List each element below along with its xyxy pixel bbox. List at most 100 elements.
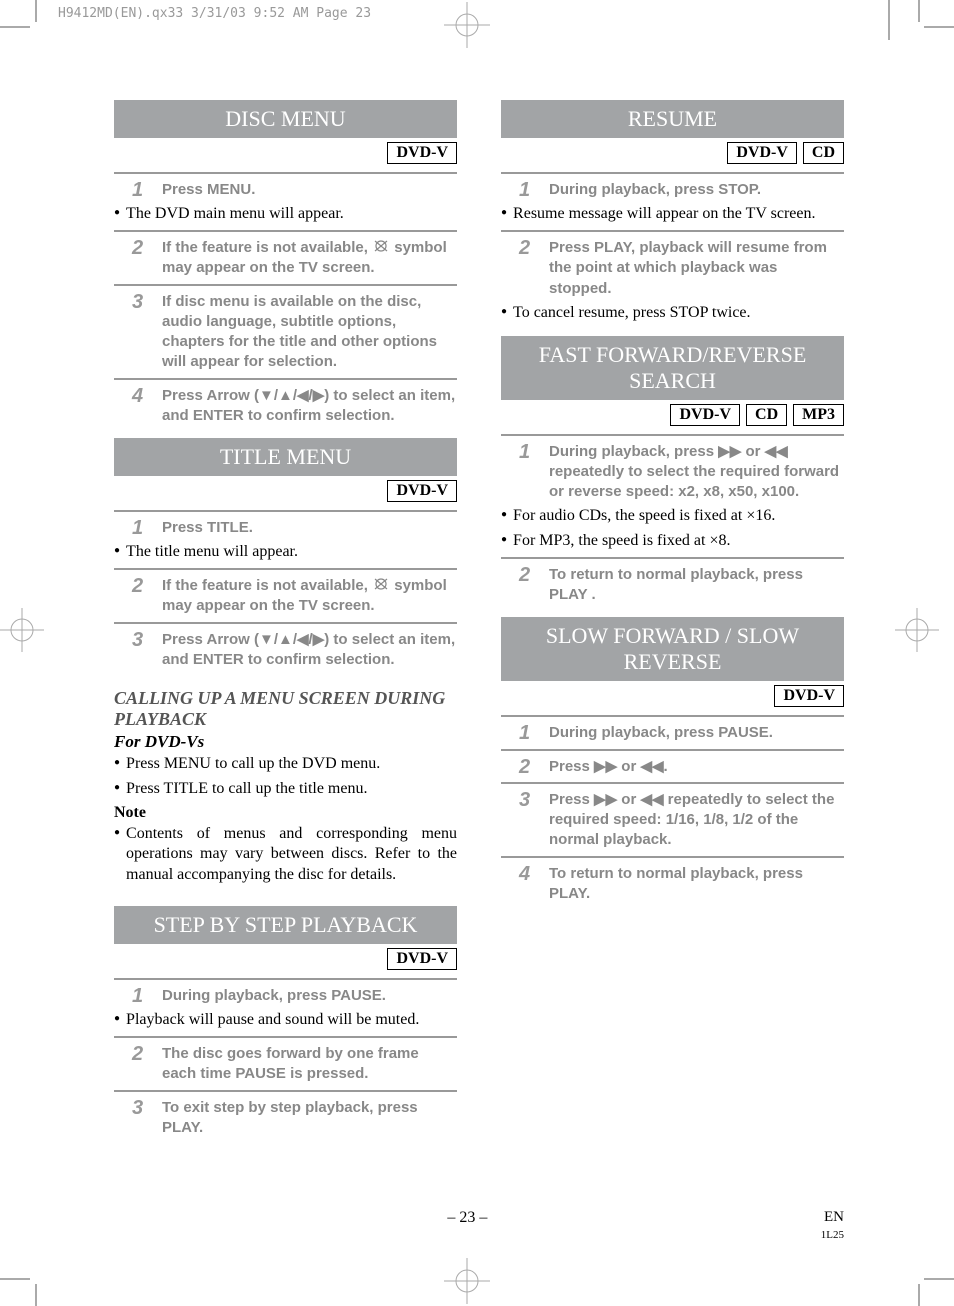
step-text: To return to normal playback, press PLAY…	[549, 864, 844, 905]
invalid-icon	[372, 238, 390, 254]
bullet: ●Resume message will appear on the TV sc…	[501, 204, 844, 225]
tag-dvdv: DVD-V	[670, 404, 740, 426]
registration-mark-icon	[895, 608, 940, 653]
step-text: Press ▶▶ or ◀◀ repeatedly to select the …	[549, 790, 844, 851]
step-text: During playback, press STOP.	[549, 180, 844, 200]
subsection-title: CALLING UP A MENU SCREEN DURING PLAYBACK	[114, 688, 457, 730]
step-number: 2	[132, 576, 148, 596]
format-tags: DVD-V	[114, 480, 457, 502]
step-text: Press Arrow (▼/▲/◀/▶) to select an item,…	[162, 386, 457, 427]
bullet: ●Contents of menus and corresponding men…	[114, 824, 457, 886]
bullet: ●To cancel resume, press STOP twice.	[501, 303, 844, 324]
step-text: To exit step by step playback, press PLA…	[162, 1098, 457, 1139]
step: 2 If the feature is not available, symbo…	[132, 576, 457, 617]
step: 2 To return to normal playback, press PL…	[519, 565, 844, 606]
footer-code: 1L25	[821, 1229, 844, 1241]
step-text: If the feature is not available, symbol …	[162, 238, 457, 279]
format-tags: DVD-V	[501, 685, 844, 707]
page-number: – 23 –	[447, 1209, 487, 1242]
tag-dvdv: DVD-V	[387, 142, 457, 164]
step-number: 1	[132, 518, 148, 538]
step: 1 Press TITLE.	[132, 518, 457, 538]
bullet: ●Press MENU to call up the DVD menu.	[114, 754, 457, 775]
step-number: 2	[519, 565, 535, 585]
footer-en: EN	[824, 1209, 844, 1225]
step: 1 During playback, press PAUSE.	[132, 986, 457, 1006]
step-text: During playback, press PAUSE.	[162, 986, 457, 1006]
format-tags: DVD-V CD MP3	[501, 404, 844, 426]
registration-mark-icon	[442, 1256, 492, 1306]
subsection-subtitle: For DVD-Vs	[114, 732, 457, 752]
step-number: 2	[519, 757, 535, 777]
step-text: During playback, press PAUSE.	[549, 723, 844, 743]
step-number: 1	[132, 986, 148, 1006]
registration-mark-icon	[0, 608, 45, 653]
step-text: Press ▶▶ or ◀◀.	[549, 757, 844, 777]
bullet: ●Playback will pause and sound will be m…	[114, 1010, 457, 1031]
note-label: Note	[114, 804, 457, 822]
bullet: ●For MP3, the speed is fixed at ×8.	[501, 531, 844, 552]
step-text: Press TITLE.	[162, 518, 457, 538]
step-number: 1	[519, 180, 535, 200]
step-number: 4	[132, 386, 148, 406]
step: 2 The disc goes forward by one frame eac…	[132, 1044, 457, 1085]
step-text: Press PLAY, playback will resume from th…	[549, 238, 844, 299]
tag-dvdv: DVD-V	[727, 142, 797, 164]
step-number: 3	[132, 630, 148, 650]
format-tags: DVD-V CD	[501, 142, 844, 164]
page-footer: – 23 – EN 1L25	[114, 1209, 844, 1242]
right-column: RESUME DVD-V CD 1 During playback, press…	[501, 100, 844, 1142]
section-header: STEP BY STEP PLAYBACK	[114, 906, 457, 944]
step: 2 Press PLAY, playback will resume from …	[519, 238, 844, 299]
invalid-icon	[372, 576, 390, 592]
section-header: SLOW FORWARD / SLOW REVERSE	[501, 617, 844, 681]
step: 3 To exit step by step playback, press P…	[132, 1098, 457, 1139]
step: 3 Press Arrow (▼/▲/◀/▶) to select an ite…	[132, 630, 457, 671]
step: 4 To return to normal playback, press PL…	[519, 864, 844, 905]
step-text: During playback, press ▶▶ or ◀◀ repeated…	[549, 442, 844, 503]
registration-mark-icon	[442, 0, 492, 50]
step-number: 4	[519, 864, 535, 884]
step-text: The disc goes forward by one frame each …	[162, 1044, 457, 1085]
step: 2 Press ▶▶ or ◀◀.	[519, 757, 844, 777]
tag-dvdv: DVD-V	[387, 948, 457, 970]
tag-cd: CD	[746, 404, 787, 426]
section-header: TITLE MENU	[114, 438, 457, 476]
step-number: 3	[132, 1098, 148, 1118]
step-number: 3	[132, 292, 148, 312]
step-number: 2	[132, 238, 148, 258]
step: 4 Press Arrow (▼/▲/◀/▶) to select an ite…	[132, 386, 457, 427]
step-number: 2	[132, 1044, 148, 1064]
step: 3 Press ▶▶ or ◀◀ repeatedly to select th…	[519, 790, 844, 851]
print-job-header: H9412MD(EN).qx33 3/31/03 9:52 AM Page 23	[58, 6, 371, 21]
bullet: ●For audio CDs, the speed is fixed at ×1…	[501, 506, 844, 527]
page-content: DISC MENU DVD-V 1 Press MENU. ●The DVD m…	[114, 100, 844, 1142]
step-text: Press Arrow (▼/▲/◀/▶) to select an item,…	[162, 630, 457, 671]
tag-mp3: MP3	[793, 404, 844, 426]
step-text: To return to normal playback, press PLAY…	[549, 565, 844, 606]
section-header: DISC MENU	[114, 100, 457, 138]
step-number: 3	[519, 790, 535, 810]
step-number: 2	[519, 238, 535, 258]
bullet: ●Press TITLE to call up the title menu.	[114, 779, 457, 800]
step-text: If disc menu is available on the disc, a…	[162, 292, 457, 373]
format-tags: DVD-V	[114, 142, 457, 164]
step: 1 Press MENU.	[132, 180, 457, 200]
step: 2 If the feature is not available, symbo…	[132, 238, 457, 279]
bullet: ●The title menu will appear.	[114, 542, 457, 563]
step: 1 During playback, press ▶▶ or ◀◀ repeat…	[519, 442, 844, 503]
tag-cd: CD	[803, 142, 844, 164]
step-number: 1	[519, 442, 535, 462]
format-tags: DVD-V	[114, 948, 457, 970]
tag-dvdv: DVD-V	[387, 480, 457, 502]
step: 1 During playback, press PAUSE.	[519, 723, 844, 743]
left-column: DISC MENU DVD-V 1 Press MENU. ●The DVD m…	[114, 100, 457, 1142]
step-text: Press MENU.	[162, 180, 457, 200]
step: 1 During playback, press STOP.	[519, 180, 844, 200]
section-header: RESUME	[501, 100, 844, 138]
step-number: 1	[132, 180, 148, 200]
step-text: If the feature is not available, symbol …	[162, 576, 457, 617]
bullet: ●The DVD main menu will appear.	[114, 204, 457, 225]
tag-dvdv: DVD-V	[774, 685, 844, 707]
step-number: 1	[519, 723, 535, 743]
